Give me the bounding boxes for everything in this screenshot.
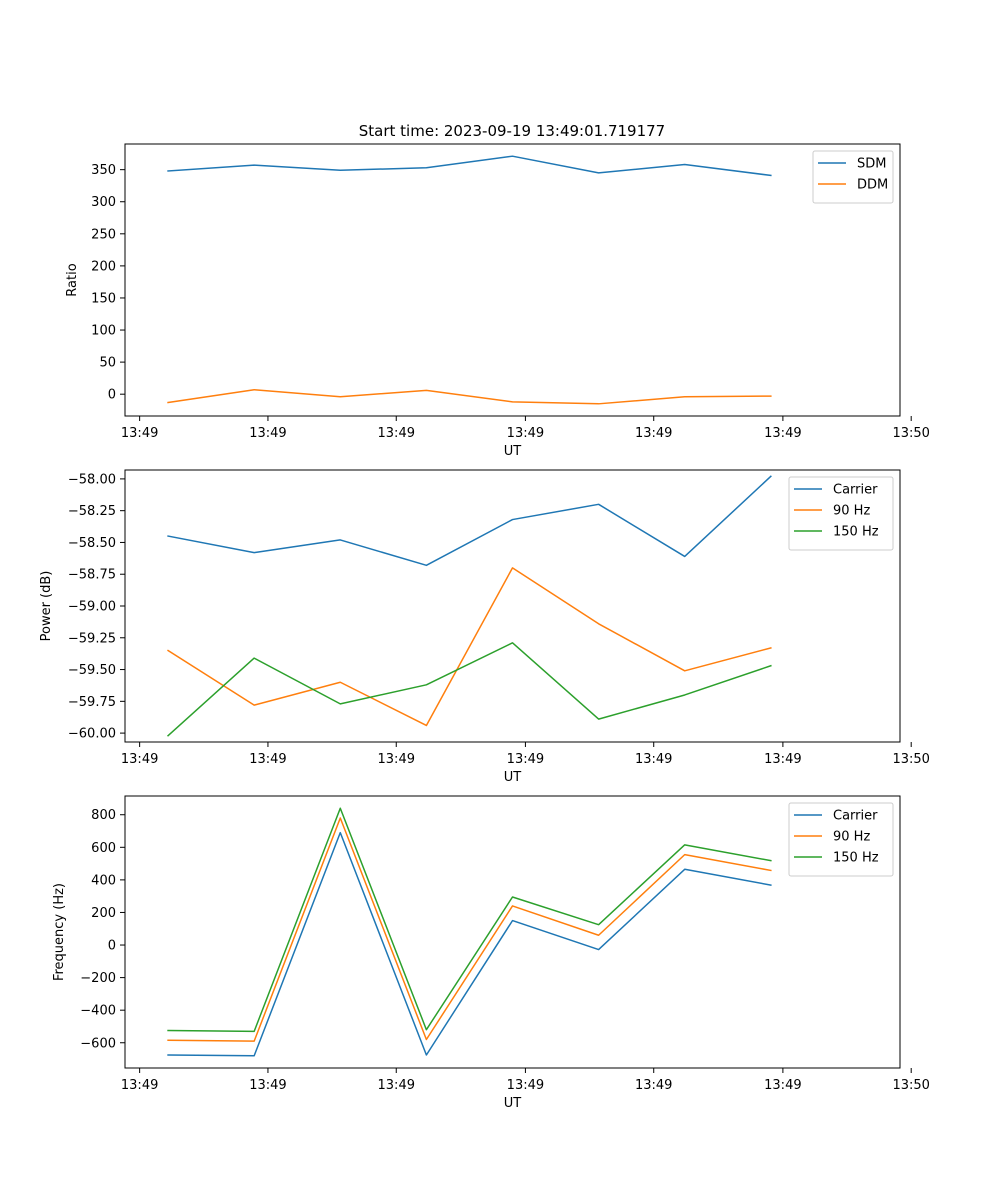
power-legend-label-150-hz: 150 Hz xyxy=(833,525,879,540)
ratio-legend-label-sdm: SDM xyxy=(857,157,886,172)
power-x-tick-label: 13:49 xyxy=(121,752,158,767)
ratio-x-axis-label: UT xyxy=(504,444,522,459)
frequency-y-tick-label: 0 xyxy=(108,939,116,954)
ratio-series-ddm-line xyxy=(167,388,772,405)
frequency-y-tick-label: 600 xyxy=(91,841,116,856)
frequency-y-tick-label: −600 xyxy=(80,1036,116,1051)
power-x-axis-label: UT xyxy=(504,770,522,785)
ratio-axes-frame xyxy=(124,143,901,417)
ratio-x-tick-label: 13:49 xyxy=(764,426,801,441)
power-x-tick-label: 13:49 xyxy=(507,752,544,767)
frequency-legend-label-90-hz: 90 Hz xyxy=(833,830,870,845)
frequency-axes-frame xyxy=(124,795,901,1069)
frequency-series-90-hz-line xyxy=(167,817,772,1042)
frequency-series-carrier-line xyxy=(167,831,772,1057)
ratio-panel: 13:49 13:49 13:49 13:49 13:49 13:49 13:50 0 50 10… xyxy=(65,143,930,459)
power-panel: 13:49 13:49 13:49 13:49 13:49 13:49 13:50 −60.0… xyxy=(39,469,930,785)
frequency-series-150-hz-line xyxy=(167,807,772,1033)
ratio-y-tick-label: 0 xyxy=(108,388,116,403)
frequency-y-tick-label: 800 xyxy=(91,808,116,823)
power-y-tick-label: −58.75 xyxy=(68,568,116,583)
power-legend-label-90-hz: 90 Hz xyxy=(833,504,870,519)
frequency-x-tick-label: 13:49 xyxy=(507,1078,544,1093)
frequency-legend: Carrier 90 Hz 150 Hz xyxy=(788,802,894,877)
frequency-x-tick-label: 13:49 xyxy=(764,1078,801,1093)
power-y-tick-label: −58.00 xyxy=(68,472,116,487)
power-y-tick-label: −59.75 xyxy=(68,695,116,710)
ratio-y-tick-label: 350 xyxy=(91,163,116,178)
frequency-x-axis-label: UT xyxy=(504,1096,522,1111)
frequency-y-axis-label: Frequency (Hz) xyxy=(52,883,67,981)
frequency-x-tick-label: 13:50 xyxy=(892,1078,929,1093)
ratio-series-sdm-line xyxy=(167,155,772,177)
figure-title: Start time: 2023-09-19 13:49:01.719177 xyxy=(359,122,665,140)
power-legend-label-carrier: Carrier xyxy=(833,483,878,498)
power-x-tick-label: 13:49 xyxy=(249,752,286,767)
ratio-legend-box xyxy=(812,150,894,204)
ratio-y-tick-label: 100 xyxy=(91,324,116,339)
power-series-90-hz-line xyxy=(167,567,772,727)
ratio-x-tick-label: 13:49 xyxy=(635,426,672,441)
power-x-tick-label: 13:50 xyxy=(892,752,929,767)
power-x-tick-label: 13:49 xyxy=(764,752,801,767)
frequency-x-tick-label: 13:49 xyxy=(635,1078,672,1093)
power-legend: Carrier 90 Hz 150 Hz xyxy=(788,476,894,551)
ratio-y-axis-label: Ratio xyxy=(65,263,80,296)
power-y-tick-label: −59.25 xyxy=(68,631,116,646)
power-x-tick-label: 13:49 xyxy=(378,752,415,767)
frequency-y-tick-label: 400 xyxy=(91,873,116,888)
ratio-x-tick-label: 13:49 xyxy=(121,426,158,441)
power-x-tick-label: 13:49 xyxy=(635,752,672,767)
frequency-y-tick-label: −200 xyxy=(80,971,116,986)
frequency-x-tick-label: 13:49 xyxy=(121,1078,158,1093)
ratio-y-tick-label: 150 xyxy=(91,291,116,306)
frequency-y-tick-label: −400 xyxy=(80,1004,116,1019)
frequency-y-tick-label: 200 xyxy=(91,906,116,921)
ratio-x-tick-label: 13:49 xyxy=(507,426,544,441)
frequency-legend-label-150-hz: 150 Hz xyxy=(833,851,879,866)
ratio-x-tick-label: 13:49 xyxy=(378,426,415,441)
ratio-legend-label-ddm: DDM xyxy=(857,178,888,193)
power-y-tick-label: −59.50 xyxy=(68,663,116,678)
ratio-x-tick-label: 13:49 xyxy=(249,426,286,441)
ratio-y-tick-label: 50 xyxy=(99,356,116,371)
ratio-y-tick-label: 250 xyxy=(91,227,116,242)
frequency-panel: 13:49 13:49 13:49 13:49 13:49 13:49 13:50 −600 −… xyxy=(52,795,930,1111)
power-y-tick-label: −59.00 xyxy=(68,600,116,615)
power-y-tick-label: −58.50 xyxy=(68,536,116,551)
power-series-150-hz-line xyxy=(167,642,772,737)
frequency-x-tick-label: 13:49 xyxy=(249,1078,286,1093)
frequency-x-tick-label: 13:49 xyxy=(378,1078,415,1093)
ratio-x-tick-label: 13:50 xyxy=(892,426,929,441)
ratio-legend: SDM DDM xyxy=(812,150,894,204)
frequency-legend-label-carrier: Carrier xyxy=(833,809,878,824)
power-y-axis-label: Power (dB) xyxy=(39,571,54,642)
power-series-carrier-line xyxy=(167,475,772,567)
power-y-tick-label: −60.00 xyxy=(68,727,116,742)
power-y-tick-label: −58.25 xyxy=(68,504,116,519)
ratio-y-tick-label: 300 xyxy=(91,195,116,210)
ratio-y-tick-label: 200 xyxy=(91,259,116,274)
